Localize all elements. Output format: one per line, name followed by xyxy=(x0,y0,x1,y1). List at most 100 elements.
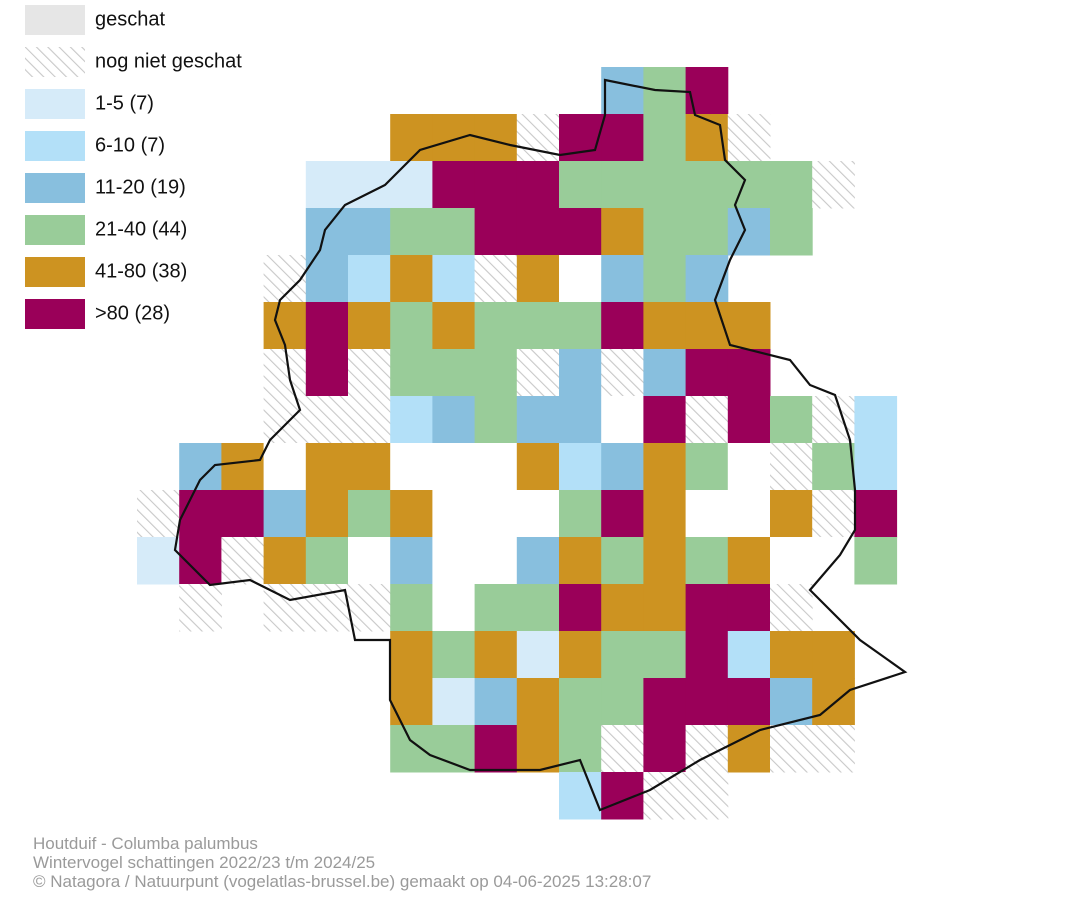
grid-cell xyxy=(559,349,602,397)
grid-cell xyxy=(305,349,349,397)
grid-cell xyxy=(390,396,433,444)
grid-cell xyxy=(432,302,476,350)
grid-cell xyxy=(516,255,560,303)
grid-cell xyxy=(643,161,687,209)
grid-cell xyxy=(348,349,391,397)
grid-cell xyxy=(432,584,476,632)
grid-cell xyxy=(390,255,433,303)
grid-cell xyxy=(770,396,813,444)
grid-cell xyxy=(685,302,729,350)
grid-cell xyxy=(685,772,729,820)
grid-cell xyxy=(474,725,518,773)
legend-swatch xyxy=(25,131,85,161)
legend-swatch xyxy=(25,257,85,287)
grid-cell xyxy=(601,208,644,256)
grid-cell xyxy=(727,114,771,162)
grid-cell xyxy=(559,725,602,773)
grid-cell xyxy=(263,537,307,585)
legend-label: 21-40 (44) xyxy=(95,218,187,240)
grid-cell xyxy=(643,537,687,585)
grid-cell xyxy=(263,396,307,444)
grid-cell xyxy=(432,631,476,679)
grid-cell xyxy=(727,584,771,632)
grid-cell xyxy=(601,67,644,115)
grid-cell xyxy=(263,302,307,350)
grid-cell xyxy=(685,584,729,632)
grid-cell xyxy=(727,302,771,350)
grid-cell xyxy=(432,255,476,303)
grid-cell xyxy=(643,772,687,820)
grid-cell xyxy=(348,302,391,350)
grid-cell xyxy=(390,631,433,679)
grid-cell xyxy=(643,631,687,679)
grid-cell xyxy=(559,208,602,256)
grid-cell xyxy=(601,255,644,303)
legend-swatch xyxy=(25,89,85,119)
grid-cell xyxy=(685,537,729,585)
grid-cell xyxy=(685,349,729,397)
footer-line: © Natagora / Natuurpunt (vogelatlas-brus… xyxy=(33,872,651,891)
grid-cell xyxy=(727,490,771,538)
grid-cell xyxy=(179,490,222,538)
grid-cell xyxy=(812,678,855,726)
grid-cell xyxy=(727,349,771,397)
legend: geschat nog niet geschat 1-5 (7) 6-10 (7) 11… xyxy=(25,5,242,329)
grid-cell xyxy=(770,584,813,632)
region-boundary xyxy=(173,78,908,812)
grid-cell xyxy=(305,208,349,256)
grid-cell xyxy=(348,537,391,585)
grid-cell xyxy=(643,584,687,632)
grid-cell xyxy=(432,208,476,256)
grid-cell xyxy=(348,255,391,303)
grid-cell xyxy=(474,255,518,303)
grid-cell xyxy=(643,302,687,350)
grid-cell xyxy=(559,678,602,726)
grid-cell xyxy=(474,161,518,209)
grid-cell xyxy=(685,208,729,256)
grid-cells xyxy=(137,67,898,820)
grid-cell xyxy=(559,302,602,350)
grid-cell xyxy=(390,490,433,538)
grid-cell xyxy=(601,302,644,350)
grid-cell xyxy=(770,537,813,585)
grid-cell xyxy=(390,161,433,209)
grid-cell xyxy=(305,302,349,350)
grid-cell xyxy=(390,302,433,350)
grid-cell xyxy=(305,255,349,303)
legend-swatch xyxy=(25,47,85,77)
grid-cell xyxy=(348,443,391,491)
grid-cell xyxy=(390,114,433,162)
grid-cell xyxy=(432,490,476,538)
grid-cell xyxy=(812,725,855,773)
grid-cell xyxy=(390,208,433,256)
grid-cell xyxy=(432,725,476,773)
grid-cell xyxy=(601,631,644,679)
grid-cell xyxy=(390,725,433,773)
grid-cell xyxy=(559,631,602,679)
grid-cell xyxy=(474,443,518,491)
grid-cell xyxy=(770,443,813,491)
grid-cell xyxy=(432,349,476,397)
legend-label: 6-10 (7) xyxy=(95,134,165,156)
grid-cell xyxy=(812,161,855,209)
grid-cell xyxy=(432,396,476,444)
grid-cell xyxy=(727,537,771,585)
grid-cell xyxy=(474,396,518,444)
grid-cell xyxy=(643,490,687,538)
grid-cell xyxy=(601,584,644,632)
grid-cell xyxy=(348,584,391,632)
grid-cell xyxy=(727,208,771,256)
grid-cell xyxy=(812,443,855,491)
grid-cell xyxy=(432,443,476,491)
grid-cell xyxy=(727,678,771,726)
grid-cell xyxy=(305,490,349,538)
grid-cell xyxy=(263,584,307,632)
grid-cell xyxy=(601,678,644,726)
grid-cell xyxy=(854,537,898,585)
grid-cell xyxy=(727,631,771,679)
grid-cell xyxy=(221,537,265,585)
grid-cell xyxy=(601,725,644,773)
grid-cell xyxy=(685,161,729,209)
grid-cell xyxy=(601,490,644,538)
grid-cell xyxy=(432,678,476,726)
